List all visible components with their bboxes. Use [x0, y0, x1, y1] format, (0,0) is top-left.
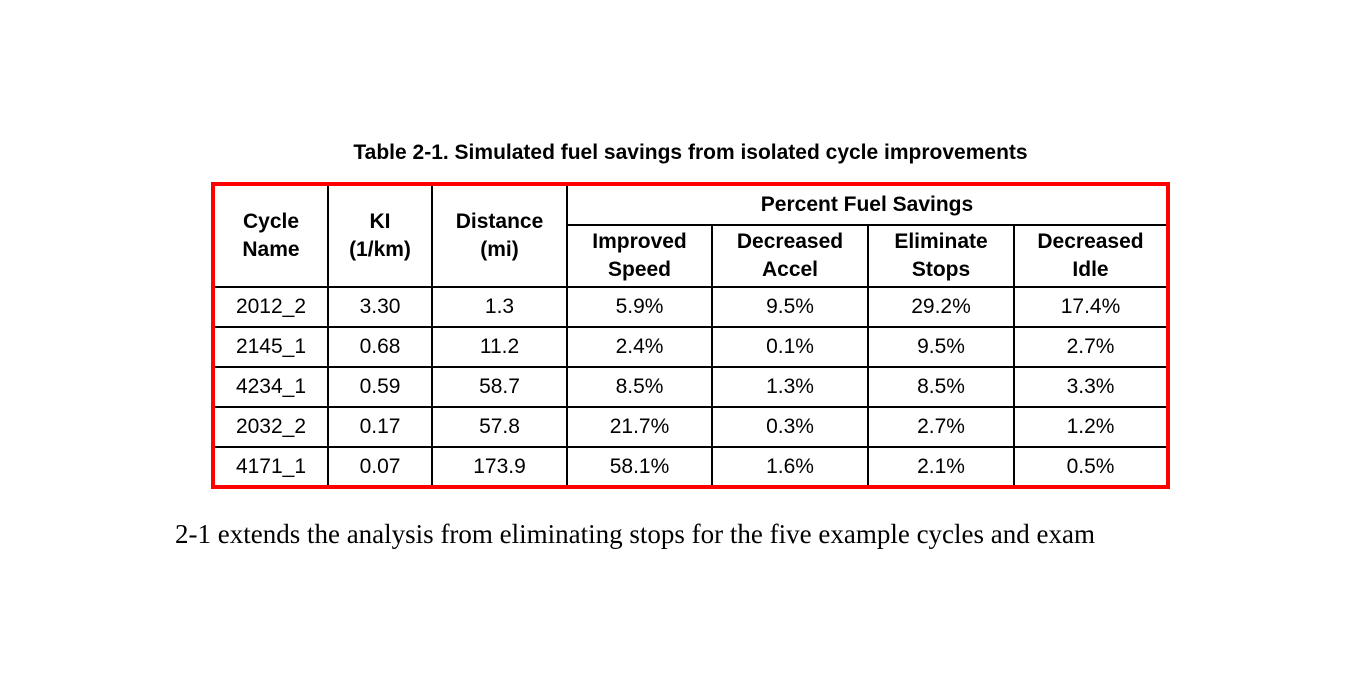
cell-decreased-accel: 1.3%: [711, 366, 869, 408]
col-header-ki: KI (1/km): [327, 183, 433, 288]
cell-decreased-idle: 2.7%: [1013, 326, 1169, 368]
table-header-row-2: Improved Speed Decreased Accel Eliminate…: [213, 224, 1169, 288]
paragraph-text: 2-1 extends the analysis from eliminatin…: [175, 519, 1095, 549]
cell-cycle-name: 4234_1: [212, 366, 329, 408]
cell-cycle-name: 2032_2: [212, 406, 329, 448]
cell-eliminate-stops: 29.2%: [867, 286, 1015, 328]
cell-decreased-accel: 0.3%: [711, 406, 869, 448]
cell-improved-speed: 21.7%: [566, 406, 713, 448]
col-header-decreased-accel: Decreased Accel: [711, 224, 869, 288]
col-header-eliminate-stops: Eliminate Stops: [867, 224, 1015, 288]
cell-decreased-idle: 1.2%: [1013, 406, 1169, 448]
cell-cycle-name: 2012_2: [212, 286, 329, 328]
cell-distance: 11.2: [431, 326, 568, 368]
cell-decreased-idle: 17.4%: [1013, 286, 1169, 328]
cell-cycle-name: 2145_1: [212, 326, 329, 368]
cell-improved-speed: 58.1%: [566, 446, 713, 488]
cell-eliminate-stops: 2.1%: [867, 446, 1015, 488]
table-row: 4234_1 0.59 58.7 8.5% 1.3% 8.5% 3.3%: [212, 366, 1169, 408]
cell-decreased-idle: 3.3%: [1013, 366, 1169, 408]
cell-ki: 0.07: [327, 446, 433, 488]
col-header-improved-speed: Improved Speed: [566, 224, 713, 288]
col-header-distance: Distance (mi): [431, 183, 568, 288]
table-row: 4171_1 0.07 173.9 58.1% 1.6% 2.1% 0.5%: [212, 446, 1169, 488]
table-header-row-1: Cycle Name KI (1/km) Distance (mi) Perce…: [212, 183, 1169, 288]
cell-decreased-accel: 0.1%: [711, 326, 869, 368]
cell-cycle-name: 4171_1: [212, 446, 329, 488]
cell-ki: 3.30: [327, 286, 433, 328]
cell-decreased-accel: 9.5%: [711, 286, 869, 328]
table-row: 2032_2 0.17 57.8 21.7% 0.3% 2.7% 1.2%: [212, 406, 1169, 448]
cell-eliminate-stops: 2.7%: [867, 406, 1015, 448]
cell-improved-speed: 2.4%: [566, 326, 713, 368]
cell-distance: 57.8: [431, 406, 568, 448]
cell-ki: 0.68: [327, 326, 433, 368]
table-row: 2145_1 0.68 11.2 2.4% 0.1% 9.5% 2.7%: [212, 326, 1169, 368]
cell-ki: 0.59: [327, 366, 433, 408]
cell-distance: 58.7: [431, 366, 568, 408]
fuel-savings-table: Cycle Name KI (1/km) Distance (mi) Perce…: [211, 182, 1170, 489]
cell-improved-speed: 5.9%: [566, 286, 713, 328]
col-group-header-percent-fuel-savings: Percent Fuel Savings: [566, 183, 1169, 226]
col-header-cycle-name: Cycle Name: [212, 183, 329, 288]
col-header-decreased-idle: Decreased Idle: [1013, 224, 1169, 288]
cell-decreased-accel: 1.6%: [711, 446, 869, 488]
cell-eliminate-stops: 8.5%: [867, 366, 1015, 408]
cell-decreased-idle: 0.5%: [1013, 446, 1169, 488]
table-caption: Table 2-1. Simulated fuel savings from i…: [353, 141, 1028, 164]
cell-distance: 1.3: [431, 286, 568, 328]
cell-ki: 0.17: [327, 406, 433, 448]
cell-improved-speed: 8.5%: [566, 366, 713, 408]
table-row: 2012_2 3.30 1.3 5.9% 9.5% 29.2% 17.4%: [212, 286, 1169, 328]
cell-distance: 173.9: [431, 446, 568, 488]
cell-eliminate-stops: 9.5%: [867, 326, 1015, 368]
